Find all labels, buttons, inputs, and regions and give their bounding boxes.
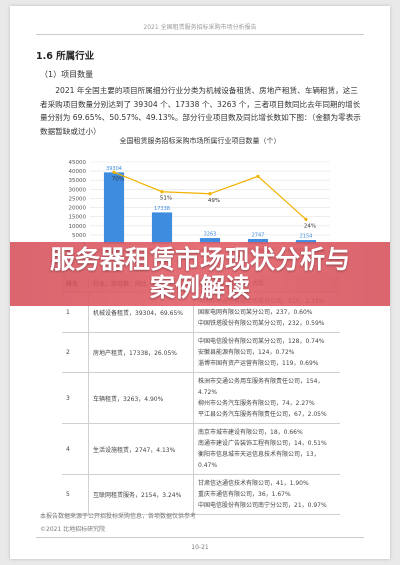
y-tick-label: 10000 (69, 224, 87, 230)
buyer-line: 平江县公务汽车服务有限责任公司，67，2.05% (198, 411, 327, 418)
industry-cell: 生活设施租赁，2747，4.13% (88, 424, 193, 474)
bar-label: 3263 (204, 232, 217, 238)
table-row: 5 互联网租赁服务，2154，3.24% 甘肃信达通信技术有限公司，41，1.90%… (62, 475, 340, 515)
table-row: 3 车辆租赁，3263，4.90% 株洲市交通公务用车服务有限责任公司，154，4.… (62, 373, 340, 424)
table-row: 4 生活设施租赁，2747，4.13% 南京市城市建设有限公司，18，0.66% 南通… (62, 424, 340, 475)
bar (103, 172, 125, 244)
subheading: （1）项目数量 (40, 70, 94, 79)
buyer-line: 甘肃信达通信技术有限公司，41，1.90% (198, 480, 309, 487)
bar-label: 17338 (154, 206, 170, 212)
bar-label: 39304 (106, 166, 122, 172)
paragraph: 2021 年全国主要的项目所属细分行业分类为机械设备租赁、房地产租赁、车辆租赁，… (40, 86, 361, 136)
page-header: 2021 全国租赁服务招标采购市场分析报告 (143, 24, 257, 31)
y-tick-label: 45000 (69, 160, 87, 166)
rank-cell: 2 (66, 349, 70, 356)
buyer-line: 安徽县能源有限公司，124，0.72% (198, 349, 295, 356)
growth-label: 49% (208, 198, 220, 204)
rank-cell: 3 (66, 394, 70, 402)
growth-point (208, 192, 212, 196)
industry-cell: 车辆租赁，3263，4.90% (88, 373, 193, 423)
growth-point (256, 174, 260, 178)
page-number: 10-21 (191, 544, 209, 551)
rank-cell: 1 (66, 309, 70, 316)
rank-cell: 4 (66, 445, 70, 453)
growth-point (160, 190, 164, 194)
chart-title: 全国租赁服务招标采购市场所属行业项目数量（个） (120, 136, 281, 145)
y-tick-label: 20000 (69, 206, 87, 212)
footer-note: 本报告数据来源于公开招投标采购信息，各项数据仅供参考 (40, 513, 197, 520)
bar (199, 238, 221, 244)
buyer-line: 柳州市公务汽车服务有限公司，74，2.27% (198, 400, 315, 407)
buyer-line: 国家电网有限公司某分公司，237，0.60% (198, 309, 313, 316)
banner: 服务器租赁市场现状分析与案例解读 (10, 242, 390, 306)
buyer-line: 南通市建设广告装饰工程有限公司，14，0.51% (198, 440, 327, 447)
y-tick-label: 5000 (72, 233, 86, 239)
section-heading: 1.6 所属行业 (36, 51, 95, 62)
footer-rule (36, 537, 364, 538)
buyer-line: 中国铁塔股份有限公司某分公司，232，0.59% (198, 320, 325, 327)
buyer-line: 重庆市通信有限公司，36，1.67% (198, 491, 291, 498)
y-tick-label: 30000 (69, 187, 87, 193)
buyer-line: 株洲市交通公务用车服务有限责任公司，154，4.72% (198, 378, 324, 396)
buyer-line: 衡阳市信息城市天运信息技术有限公司，13，0.47% (198, 451, 320, 469)
buyers-cell: 甘肃信达通信技术有限公司，41，1.90% 重庆市通信有限公司，36，1.67% 中… (193, 475, 340, 514)
chart: 全国租赁服务招标采购市场所属行业项目数量（个） 0500010000150002… (69, 136, 330, 255)
growth-point (304, 217, 308, 221)
industry-cell: 机械设备租赁，39304，69.65% (88, 293, 193, 332)
table-row: 2 房地产租赁，17338，26.05% 中国电信股份有限公司某分公司，128，0.… (62, 333, 340, 373)
banner-title: 服务器租赁市场现状分析与案例解读 (49, 245, 350, 302)
industry-cell: 房地产租赁，17338，26.05% (88, 333, 193, 372)
bar (151, 212, 173, 244)
y-tick-label: 35000 (69, 178, 87, 184)
buyer-line: 淄博市国有资产运营有限公司，119，0.69% (198, 360, 319, 367)
buyer-line: 中国电信股份有限公司某分公司，128，0.74% (198, 338, 325, 345)
buyer-line: 中国电信股份有限公司南宁分公司，21，0.97% (198, 502, 327, 509)
y-tick-label: 40000 (69, 169, 87, 175)
buyer-line: 南京市城市建设有限公司，18，0.66% (198, 429, 303, 436)
table: 排名行业、项目数、同比采购单位、项目数、占比1机械设备租赁，39304，69.6… (62, 274, 340, 515)
industry-cell: 互联网租赁服务，2154，3.24% (88, 475, 193, 514)
buyers-cell: 中国电信股份有限公司某分公司，128，0.74% 安徽县能源有限公司，124，0.… (193, 333, 340, 372)
header-rule (36, 34, 364, 35)
bar (247, 238, 269, 244)
y-tick-label: 15000 (69, 215, 87, 221)
footer-copyright: ©2021 比地招标研究院 (40, 526, 106, 533)
buyers-cell: 株洲市交通公务用车服务有限责任公司，154，4.72% 柳州市公务汽车服务有限公司… (193, 373, 340, 423)
rank-cell: 5 (66, 491, 70, 498)
growth-label: 70% (112, 176, 124, 182)
growth-label: 51% (160, 196, 172, 202)
document-page: 2021 全国租赁服务招标采购市场分析报告 1.6 所属行业 （1）项目数量 2… (10, 6, 390, 559)
bar-label: 2154 (300, 234, 313, 240)
bar-label: 2747 (252, 232, 265, 238)
buyers-cell: 南京市城市建设有限公司，18，0.66% 南通市建设广告装饰工程有限公司，14，0… (193, 424, 340, 474)
growth-point (112, 170, 116, 174)
growth-line (113, 171, 307, 220)
y-tick-label: 25000 (69, 196, 87, 202)
growth-label: 24% (304, 223, 316, 229)
